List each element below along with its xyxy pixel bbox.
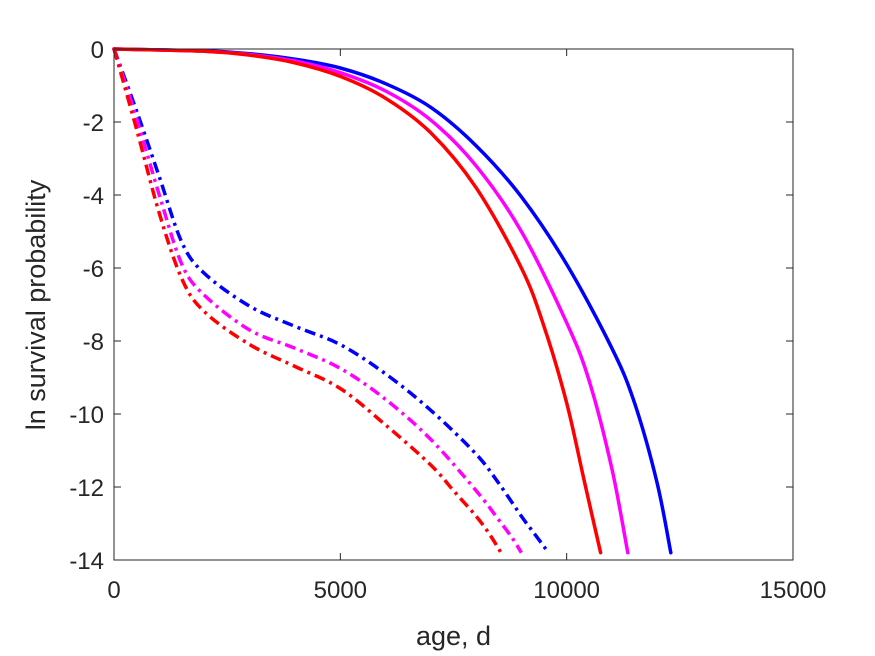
- series-line-5: [112, 48, 523, 554]
- y-tick-label: -10: [69, 402, 104, 429]
- series-line-6: [112, 48, 503, 554]
- x-tick-label: 0: [107, 577, 120, 604]
- y-tick-label: -14: [69, 548, 104, 575]
- y-tick-label: -2: [83, 110, 104, 137]
- plot-frame: [113, 48, 794, 561]
- x-axis-label: age, d: [416, 621, 491, 651]
- series-line-3: [112, 47, 603, 555]
- plot-background: [114, 49, 793, 560]
- x-tick-label: 5000: [314, 577, 367, 604]
- series-layer: [112, 47, 673, 555]
- x-tick-label: 15000: [760, 577, 827, 604]
- x-tick-label: 10000: [533, 577, 600, 604]
- y-tick-label: -6: [83, 256, 104, 283]
- y-axis-label: ln survival probability: [21, 179, 51, 430]
- y-tick-label: 0: [91, 37, 104, 64]
- tick-layer: 0 5000 10000 15000 0 -2 -4 -6 -8 -10 -12 -14: [69, 37, 826, 604]
- y-tick-label: -8: [83, 329, 104, 356]
- y-tick-label: -12: [69, 475, 104, 502]
- y-tick-label: -4: [83, 183, 104, 210]
